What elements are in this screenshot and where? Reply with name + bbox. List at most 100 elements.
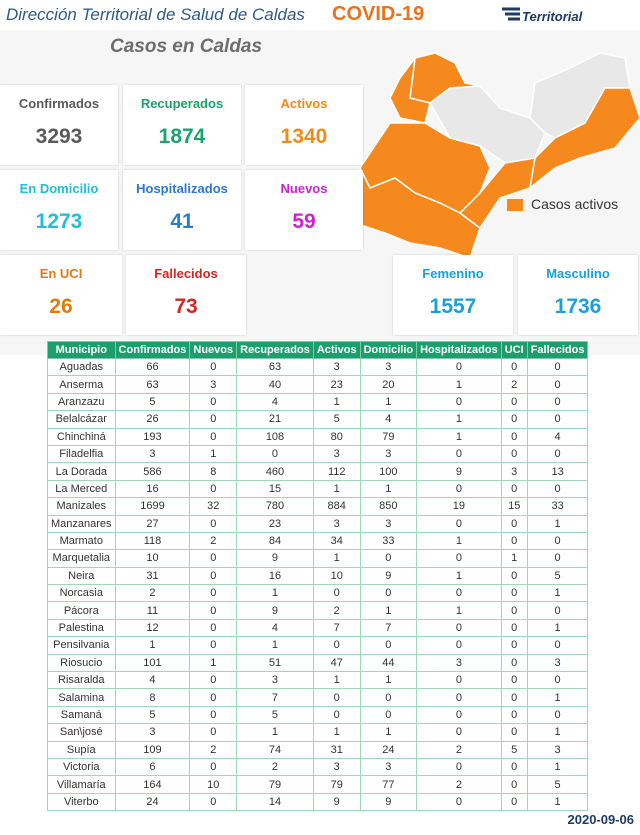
table-cell: 5 (114, 705, 191, 725)
table-cell: 100 (359, 462, 418, 481)
table-cell: 2 (416, 740, 502, 759)
table-cell: 34 (312, 531, 361, 551)
table-cell: 3 (526, 740, 589, 759)
table-cell: 9 (416, 462, 502, 481)
table-row: Pensilvania 1 0 1 0 0 0 0 0 (47, 636, 589, 655)
table-cell: 3 (359, 444, 418, 464)
table-cell: Manzanares (47, 514, 116, 533)
table-cell: 0 (189, 357, 238, 377)
table-row: Aranzazu 5 0 4 1 1 0 0 0 (47, 392, 589, 412)
table-row: Filadelfia 3 1 0 3 3 0 0 0 (47, 444, 589, 464)
table-cell: 0 (416, 514, 502, 533)
table-cell: 0 (416, 705, 502, 725)
table-cell: 3 (312, 757, 361, 777)
table-cell: 77 (359, 775, 418, 794)
stat-label: Activos (280, 96, 328, 111)
table-cell: Villamaría (47, 775, 116, 794)
table-cell: 4 (359, 410, 418, 429)
table-cell: 1 (526, 792, 589, 812)
table-cell: 51 (236, 653, 314, 673)
table-cell: 0 (189, 723, 238, 742)
table-cell: 20 (359, 375, 418, 394)
table-cell: 0 (312, 584, 361, 603)
table-cell: 0 (416, 392, 502, 412)
table-row: Belalcázar 26 0 21 5 4 1 0 0 (47, 410, 589, 429)
stat-card: Masculino 1736 (518, 255, 638, 335)
table-cell: 3 (416, 653, 502, 673)
map-legend: Casos activos (531, 196, 619, 212)
table-cell: 2 (189, 531, 238, 551)
table-cell: 0 (500, 566, 528, 586)
table-cell: 0 (526, 392, 589, 412)
table-cell: 1 (359, 723, 418, 742)
stat-label: En Domicilio (19, 181, 99, 196)
table-cell: 2 (416, 775, 502, 794)
table-cell: 3 (114, 444, 191, 464)
table-cell: 27 (114, 514, 191, 533)
table-cell: 101 (114, 653, 191, 673)
table-cell: 0 (526, 375, 589, 394)
table-cell: 3 (114, 723, 191, 742)
table-cell: 0 (500, 792, 528, 812)
table-cell: 0 (416, 723, 502, 742)
table-cell: Pensilvania (47, 636, 116, 655)
stat-card: Recuperados 1874 (123, 85, 241, 165)
stat-card: Activos 1340 (245, 85, 363, 165)
column-header: UCI (500, 341, 528, 359)
table-cell: La Merced (47, 479, 116, 499)
table-cell: 0 (416, 792, 502, 812)
table-cell: 0 (500, 444, 528, 464)
logo: Territorial (522, 9, 583, 24)
table-cell: 1 (526, 688, 589, 707)
table-cell: 0 (312, 636, 361, 655)
table-cell: 9 (359, 566, 418, 586)
table-row: Villamaría 164 10 79 79 77 2 0 5 (47, 775, 589, 794)
table-cell: 0 (500, 427, 528, 446)
table-cell: 63 (236, 357, 314, 377)
table-cell: 112 (312, 462, 361, 481)
column-header: Nuevos (189, 341, 238, 359)
table-row: Anserma 63 3 40 23 20 1 2 0 (47, 375, 589, 394)
column-header: Domicilio (359, 341, 418, 359)
table-cell: 1 (236, 636, 314, 655)
table-cell: 7 (312, 618, 361, 638)
table-row: Aguadas 66 0 63 3 3 0 0 0 (47, 357, 589, 377)
table-cell: 0 (526, 636, 589, 655)
logo-icon (502, 7, 520, 21)
table-cell: 0 (312, 688, 361, 707)
table-cell: 1 (312, 549, 361, 568)
stat-value: 1736 (554, 295, 602, 318)
table-cell: 108 (236, 427, 314, 446)
table-cell: 0 (359, 584, 418, 603)
table-cell: 1 (236, 584, 314, 603)
table-cell: 0 (526, 357, 589, 377)
table-cell: 0 (416, 357, 502, 377)
table-cell: 0 (189, 636, 238, 655)
table-cell: 1 (312, 671, 361, 690)
table-row: Riosucio 101 1 51 47 44 3 0 3 (47, 653, 589, 673)
table-cell: 0 (500, 514, 528, 533)
table-cell: 118 (114, 531, 191, 551)
table-cell: 0 (500, 688, 528, 707)
table-cell: 2 (312, 601, 361, 620)
table-cell: 193 (114, 427, 191, 446)
table-cell: 0 (500, 410, 528, 429)
table-cell: 0 (500, 671, 528, 690)
table-cell: 0 (189, 757, 238, 777)
table-cell: 5 (236, 705, 314, 725)
table-cell: 31 (312, 740, 361, 759)
table-cell: 1 (359, 601, 418, 620)
table-cell: 1 (236, 723, 314, 742)
table-cell: 15 (236, 479, 314, 499)
table-cell: 66 (114, 357, 191, 377)
table-cell: 0 (416, 584, 502, 603)
table-cell: 0 (416, 549, 502, 568)
stat-label: Fallecidos (154, 266, 218, 281)
table-cell: Neira (47, 566, 116, 586)
table-cell: 3 (500, 462, 528, 481)
table-cell: 0 (526, 410, 589, 429)
table-cell: Riosucio (47, 653, 116, 673)
map (339, 52, 640, 259)
stat-card: Nuevos 59 (245, 170, 363, 250)
table-cell: 3 (359, 757, 418, 777)
